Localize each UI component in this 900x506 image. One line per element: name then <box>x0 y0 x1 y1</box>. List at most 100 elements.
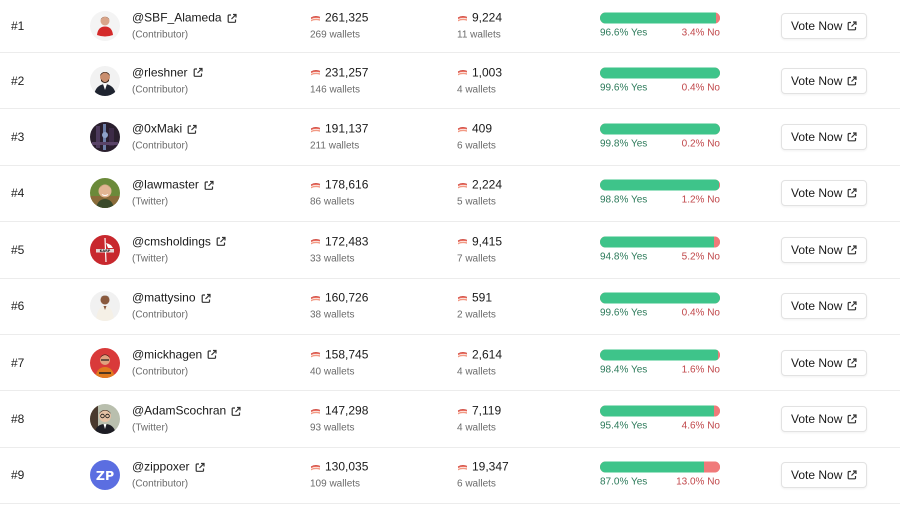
user-handle: @SBF_Alameda <box>132 10 222 25</box>
vote-result: 94.8% Yes 5.2% No <box>600 236 720 263</box>
vote-now-button[interactable]: Vote Now <box>781 124 868 151</box>
votes-column-a: 172,483 33 wallets <box>310 234 368 265</box>
user-cell: @cmsholdings (Twitter) <box>132 234 226 265</box>
vote-amount: 1,003 <box>472 65 503 80</box>
vote-result: 99.6% Yes 0.4% No <box>600 292 720 320</box>
vote-amount: 160,726 <box>325 290 369 305</box>
no-percentage: 4.6% No <box>681 420 720 432</box>
vote-amount: 231,257 <box>325 65 369 80</box>
rank-label: #1 <box>11 19 25 33</box>
svg-text:ZP: ZP <box>96 468 114 483</box>
user-cell: @AdamScochran (Twitter) <box>132 404 241 435</box>
rank-label: #5 <box>11 242 25 257</box>
table-row-3: #3 @0xMaki (Contributor) 191,137 211 wal… <box>0 109 900 166</box>
votes-column-a: 231,257 146 wallets <box>310 65 368 96</box>
rank-label: #6 <box>11 299 25 314</box>
user-handle-link[interactable]: @SBF_Alameda <box>132 11 237 26</box>
votes-column-b: 591 2 wallets <box>457 291 496 322</box>
votes-column-b: 2,614 4 wallets <box>457 347 502 378</box>
external-link-icon <box>201 293 211 303</box>
user-handle: @mickhagen <box>132 347 203 362</box>
svg-text:KARP: KARP <box>100 249 111 253</box>
vote-progress-bar <box>600 12 720 24</box>
wallet-count: 38 wallets <box>310 309 355 321</box>
table-row-1: #1 @SBF_Alameda (Contributor) 261,325 26… <box>0 0 900 53</box>
user-handle: @mattysino <box>132 290 196 305</box>
user-handle-link[interactable]: @rleshner <box>132 65 203 80</box>
votes-column-a: 130,035 109 wallets <box>310 460 368 491</box>
vote-now-label: Vote Now <box>791 468 843 483</box>
vote-progress-bar <box>600 179 720 191</box>
rank-label: #2 <box>11 73 25 88</box>
user-cell: @SBF_Alameda (Contributor) <box>132 11 237 42</box>
rank-label: #3 <box>11 130 25 145</box>
sushi-token-icon <box>310 407 321 415</box>
yes-segment <box>600 236 714 248</box>
vote-progress-bar <box>600 349 720 361</box>
vote-amount: 130,035 <box>325 459 369 474</box>
external-link-icon <box>204 180 214 190</box>
wallet-count: 4 wallets <box>457 366 496 378</box>
vote-now-button[interactable]: Vote Now <box>781 67 868 94</box>
external-link-icon <box>231 406 241 416</box>
user-handle-link[interactable]: @AdamScochran <box>132 404 241 419</box>
no-segment <box>715 12 720 24</box>
wallet-count: 93 wallets <box>310 422 355 434</box>
user-handle-link[interactable]: @mattysino <box>132 291 211 306</box>
external-link-icon <box>847 301 857 311</box>
user-handle: @0xMaki <box>132 121 183 136</box>
user-cell: @lawmaster (Twitter) <box>132 178 214 209</box>
vote-amount: 191,137 <box>325 121 369 136</box>
wallet-count: 33 wallets <box>310 253 355 265</box>
user-cell: @mattysino (Contributor) <box>132 291 211 322</box>
external-link-icon <box>847 132 857 142</box>
vote-result: 95.4% Yes 4.6% No <box>600 405 720 433</box>
external-link-icon <box>195 462 205 472</box>
vote-amount: 7,119 <box>472 403 502 418</box>
no-percentage: 13.0% No <box>676 476 720 488</box>
yes-segment <box>600 405 715 417</box>
table-row-2: #2 @rleshner (Contributor) 231,257 146 w… <box>0 53 900 110</box>
external-link-icon <box>847 470 857 480</box>
no-percentage: 0.2% No <box>681 138 720 150</box>
table-row-6: #6 @mattysino (Contributor) 160,726 38 w… <box>0 279 900 335</box>
wallet-count: 11 wallets <box>457 29 501 41</box>
votes-column-b: 7,119 4 wallets <box>457 404 501 435</box>
vote-result: 99.6% Yes 0.4% No <box>600 67 720 94</box>
no-percentage: 3.4% No <box>681 27 720 39</box>
user-handle: @cmsholdings <box>132 234 211 249</box>
no-percentage: 1.6% No <box>681 364 720 376</box>
user-handle: @AdamScochran <box>132 403 227 418</box>
vote-amount: 9,415 <box>472 234 503 249</box>
external-link-icon <box>847 21 857 31</box>
sushi-token-icon <box>457 181 468 189</box>
user-handle-link[interactable]: @zippoxer <box>132 460 205 475</box>
sushi-token-icon <box>310 294 321 302</box>
votes-column-a: 158,745 40 wallets <box>310 347 368 378</box>
rank-label: #9 <box>11 468 25 483</box>
user-handle-link[interactable]: @cmsholdings <box>132 234 226 249</box>
wallet-count: 86 wallets <box>310 196 355 208</box>
user-role: (Twitter) <box>132 196 169 208</box>
vote-amount: 158,745 <box>325 347 369 362</box>
vote-now-button[interactable]: Vote Now <box>781 236 868 263</box>
vote-amount: 9,224 <box>472 10 503 25</box>
yes-percentage: 99.6% Yes <box>600 82 648 94</box>
sushi-token-icon <box>310 238 321 246</box>
vote-now-button[interactable]: Vote Now <box>781 349 868 376</box>
user-handle-link[interactable]: @0xMaki <box>132 122 197 137</box>
user-handle-link[interactable]: @mickhagen <box>132 347 217 362</box>
user-cell: @rleshner (Contributor) <box>132 65 203 96</box>
vote-amount: 2,224 <box>472 177 503 192</box>
wallet-count: 6 wallets <box>457 478 496 490</box>
vote-now-button[interactable]: Vote Now <box>781 13 868 39</box>
avatar-red-bg-person <box>90 347 120 378</box>
vote-now-button[interactable]: Vote Now <box>781 462 868 489</box>
user-handle-link[interactable]: @lawmaster <box>132 178 214 193</box>
vote-now-button[interactable]: Vote Now <box>781 180 868 207</box>
sushi-token-icon <box>457 463 468 471</box>
vote-now-button[interactable]: Vote Now <box>781 293 868 320</box>
vote-now-button[interactable]: Vote Now <box>781 406 868 433</box>
vote-now-label: Vote Now <box>791 73 843 88</box>
sushi-token-icon <box>457 125 468 133</box>
